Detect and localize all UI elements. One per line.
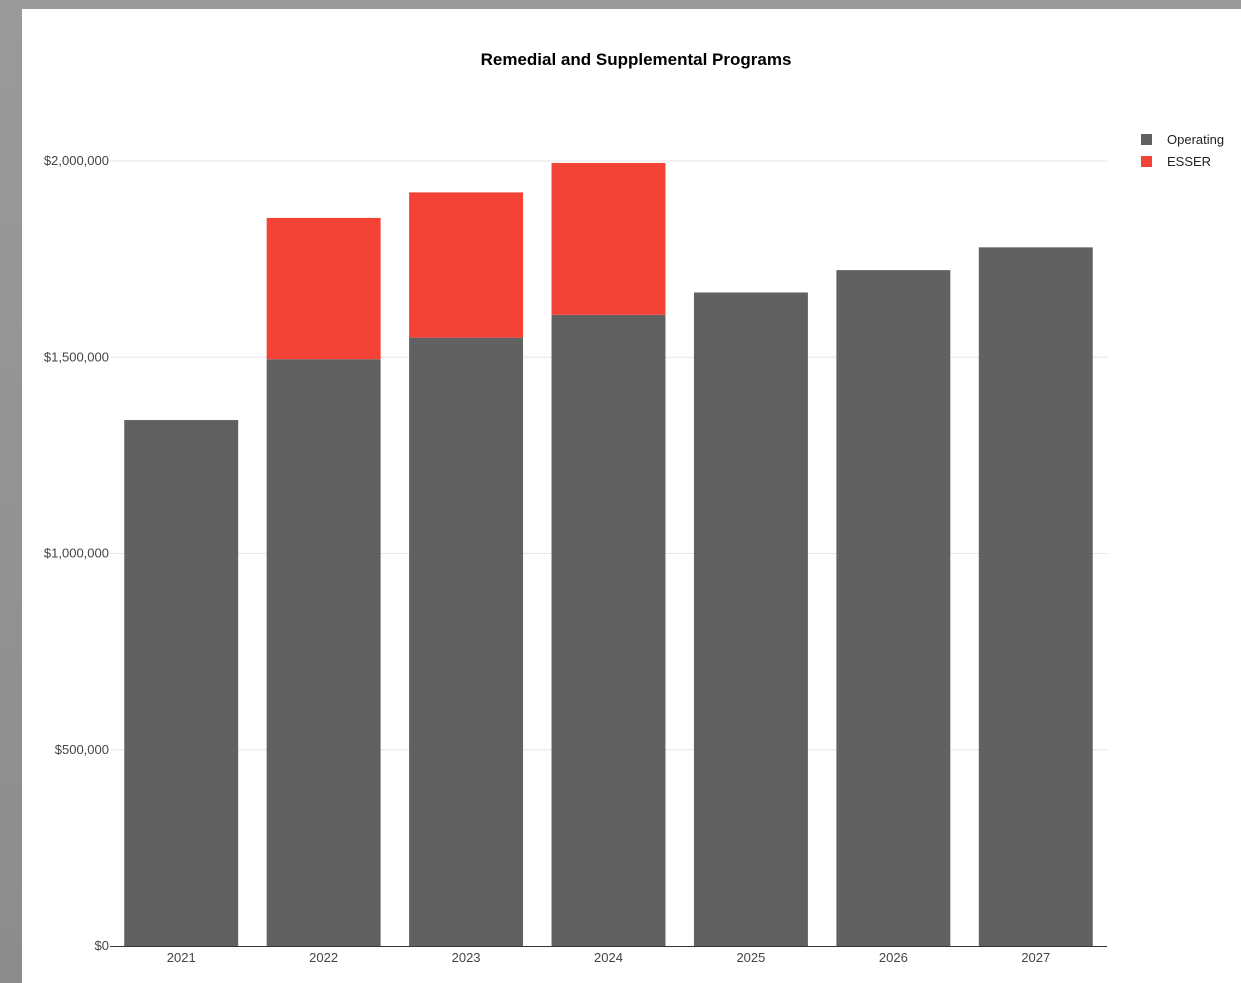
- x-tick-label: 2021: [167, 950, 196, 965]
- legend-label-esser: ESSER: [1167, 154, 1211, 169]
- legend-swatch-esser: [1141, 156, 1152, 167]
- y-tick-label: $1,500,000: [44, 349, 109, 364]
- bar-esser-2024: [551, 162, 666, 315]
- x-tick-label: 2022: [309, 950, 338, 965]
- bar-operating-2021: [124, 420, 239, 946]
- x-tick-label: 2027: [1021, 950, 1050, 965]
- x-tick-label: 2025: [736, 950, 765, 965]
- bar-operating-2025: [693, 292, 808, 946]
- y-tick-label: $1,000,000: [44, 546, 109, 561]
- y-tick-label: $2,000,000: [44, 153, 109, 168]
- bar-operating-2026: [836, 270, 951, 946]
- bar-esser-2023: [409, 192, 524, 338]
- chart-title: Remedial and Supplemental Programs: [481, 50, 792, 69]
- x-tick-label: 2024: [594, 950, 623, 965]
- bar-operating-2027: [978, 247, 1093, 947]
- legend-swatch-operating: [1141, 134, 1152, 145]
- bar-operating-2022: [266, 359, 381, 946]
- bar-esser-2022: [266, 217, 381, 360]
- bar-operating-2024: [551, 314, 666, 946]
- y-tick-label: $500,000: [55, 742, 109, 757]
- legend-label-operating: Operating: [1167, 132, 1224, 147]
- legend: Operating ESSER: [1141, 132, 1224, 169]
- y-tick-label: $0: [95, 938, 109, 953]
- x-tick-label: 2026: [879, 950, 908, 965]
- x-tick-label: 2023: [452, 950, 481, 965]
- bar-operating-2023: [409, 337, 524, 946]
- axes: $0 $500,000 $1,000,000 $1,500,000 $2,000,000…: [44, 153, 1107, 965]
- bars: [124, 162, 1093, 947]
